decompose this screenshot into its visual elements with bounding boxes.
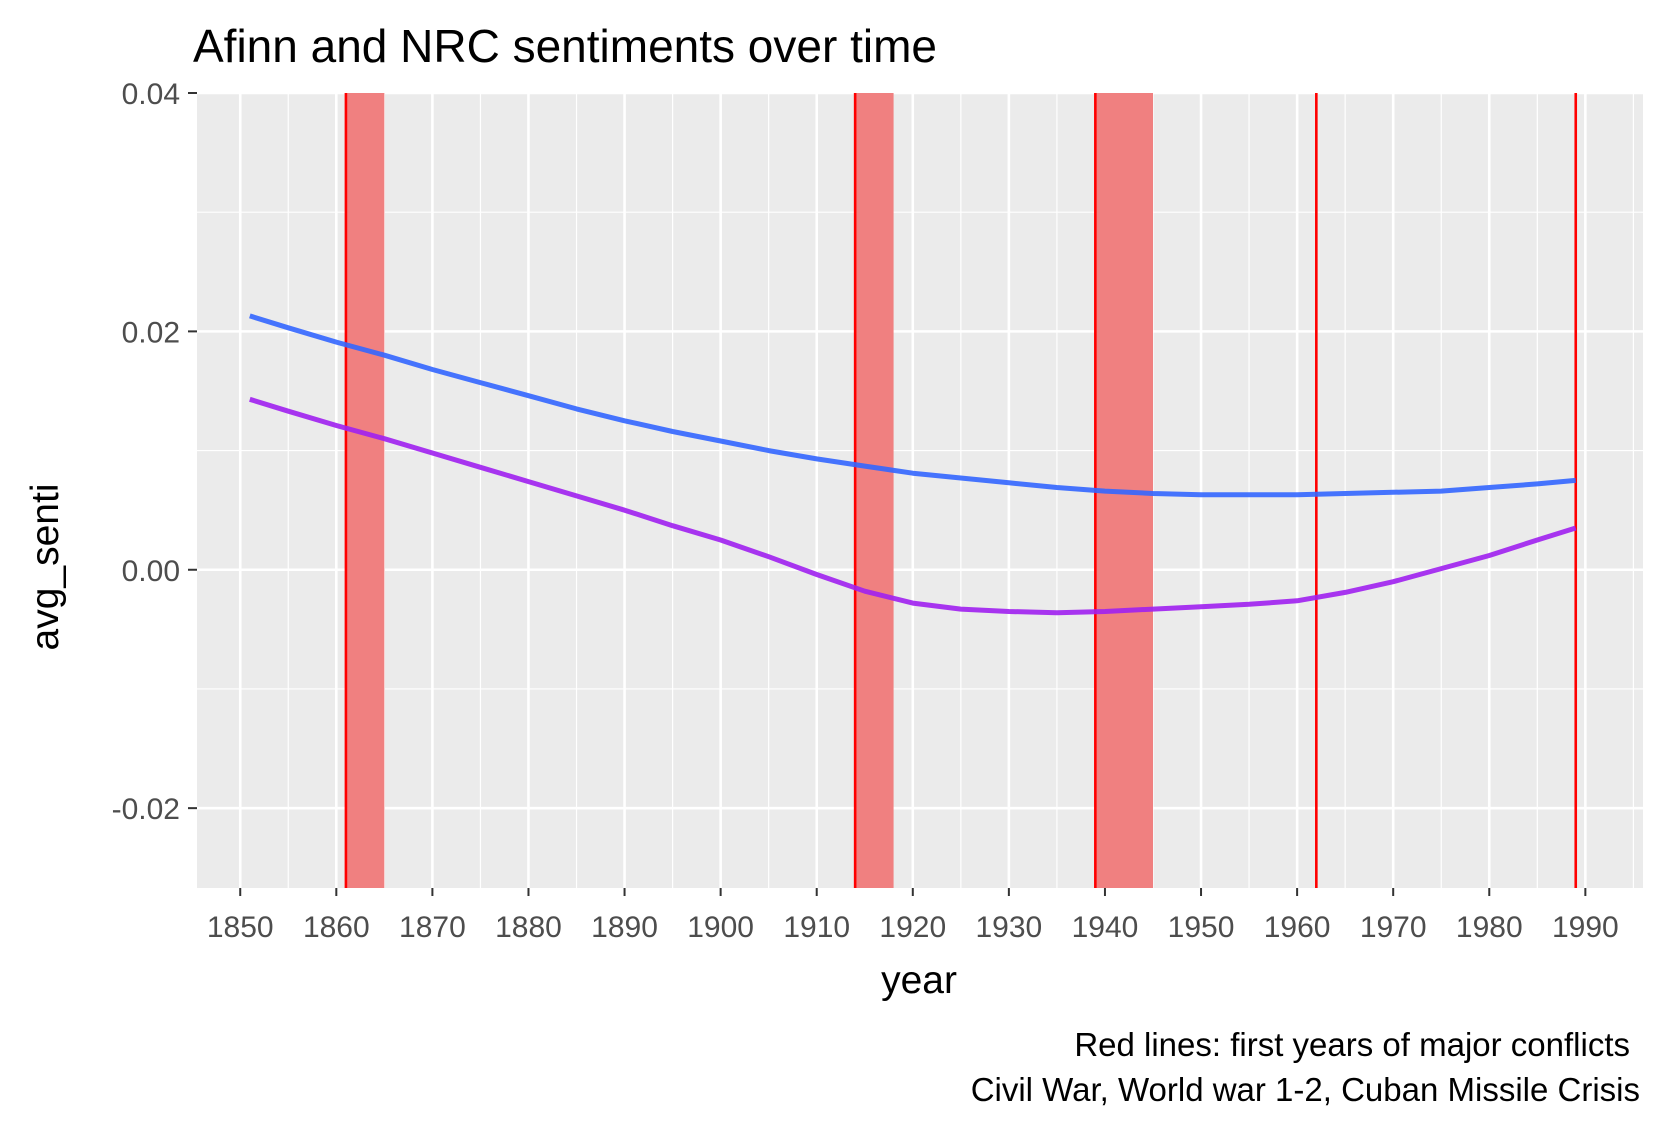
x-tick-label: 1940 (1072, 911, 1139, 944)
y-tick-label: -0.02 (112, 793, 180, 826)
y-tick-label: 0.02 (122, 316, 180, 349)
x-tick-label: 1860 (303, 911, 370, 944)
chart-title: Afinn and NRC sentiments over time (193, 20, 937, 72)
x-tick-label: 1980 (1456, 911, 1523, 944)
x-tick-label: 1880 (495, 911, 562, 944)
plot-panel (197, 91, 1643, 888)
x-tick-label: 1890 (591, 911, 658, 944)
x-tick-label: 1930 (975, 911, 1042, 944)
x-axis-title: year (881, 959, 957, 1002)
y-tick-label: 0.04 (122, 78, 180, 111)
x-tick-label: 1990 (1552, 911, 1619, 944)
x-tick-label: 1950 (1168, 911, 1235, 944)
caption-line-1: Red lines: first years of major conflict… (1074, 1026, 1630, 1063)
axis-ticks: 1850 1860 1870 1880 1890 1900 1910 1920 1930 1940… (112, 78, 1619, 944)
x-tick-label: 1970 (1360, 911, 1427, 944)
x-tick-label: 1920 (879, 911, 946, 944)
series-line-2 (249, 396, 1577, 616)
caption-line-2: Civil War, World war 1-2, Cuban Missile … (971, 1071, 1640, 1108)
x-tick-label: 1870 (399, 911, 466, 944)
x-tick-label: 1960 (1264, 911, 1331, 944)
x-tick-label: 1850 (207, 911, 274, 944)
x-tick-label: 1900 (687, 911, 754, 944)
series-line-1 (249, 313, 1576, 498)
conflict-band (345, 93, 385, 888)
y-axis-title: avg_senti (24, 484, 67, 651)
conflict-band (855, 93, 894, 888)
y-tick-label: 0.00 (122, 555, 180, 588)
x-tick-label: 1910 (783, 911, 850, 944)
